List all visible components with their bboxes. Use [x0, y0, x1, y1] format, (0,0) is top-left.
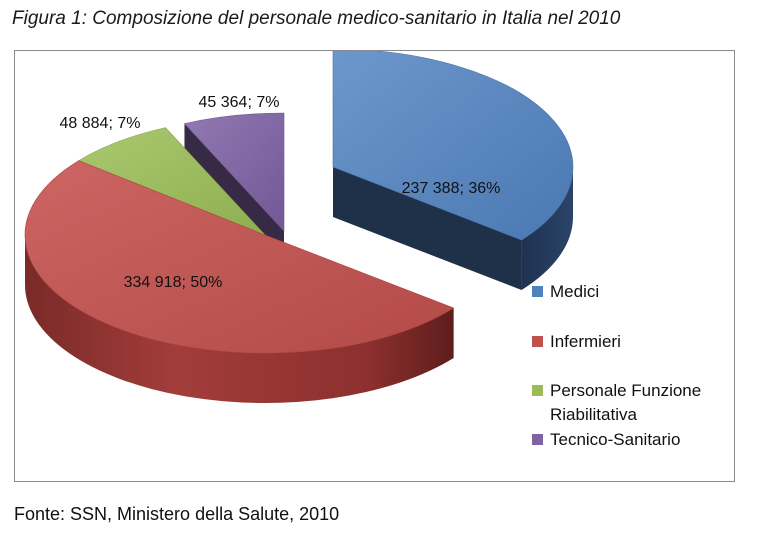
- legend-item-infermieri: Infermieri: [532, 332, 621, 351]
- legend-item-tecnico-sanitario: Tecnico-Sanitario: [532, 430, 680, 449]
- data-label-tecnico-sanitario: 45 364; 7%: [199, 94, 280, 111]
- legend-item-medici: Medici: [532, 282, 599, 301]
- legend-item-personale-riabilitativa: Personale Funzione Riabilitativa: [532, 381, 701, 424]
- legend-label: Riabilitativa: [550, 405, 637, 424]
- chart-area: 237 388; 36% 334 918; 50% 48 884; 7% 45 364…: [14, 50, 735, 482]
- pie-chart: 237 388; 36% 334 918; 50% 48 884; 7% 45 364…: [24, 51, 701, 449]
- slice-medici: [332, 51, 574, 290]
- legend-label: Medici: [550, 282, 599, 301]
- slice-infermieri: [24, 160, 455, 403]
- figure-title: Figura 1: Composizione del personale med…: [12, 8, 621, 29]
- legend-swatch: [532, 336, 543, 347]
- legend-swatch: [532, 434, 543, 445]
- source-note: Fonte: SSN, Ministero della Salute, 2010: [14, 504, 340, 524]
- legend-label: Personale Funzione: [550, 381, 701, 400]
- legend-label: Tecnico-Sanitario: [550, 430, 680, 449]
- data-label-personale-riabilitativa: 48 884; 7%: [60, 115, 141, 132]
- legend-swatch: [532, 286, 543, 297]
- chart-legend: Medici Infermieri Personale Funzione Riabil…: [532, 282, 701, 449]
- data-label-medici: 237 388; 36%: [402, 180, 501, 197]
- data-label-infermieri: 334 918; 50%: [124, 274, 223, 291]
- legend-swatch: [532, 385, 543, 396]
- legend-label: Infermieri: [550, 332, 621, 351]
